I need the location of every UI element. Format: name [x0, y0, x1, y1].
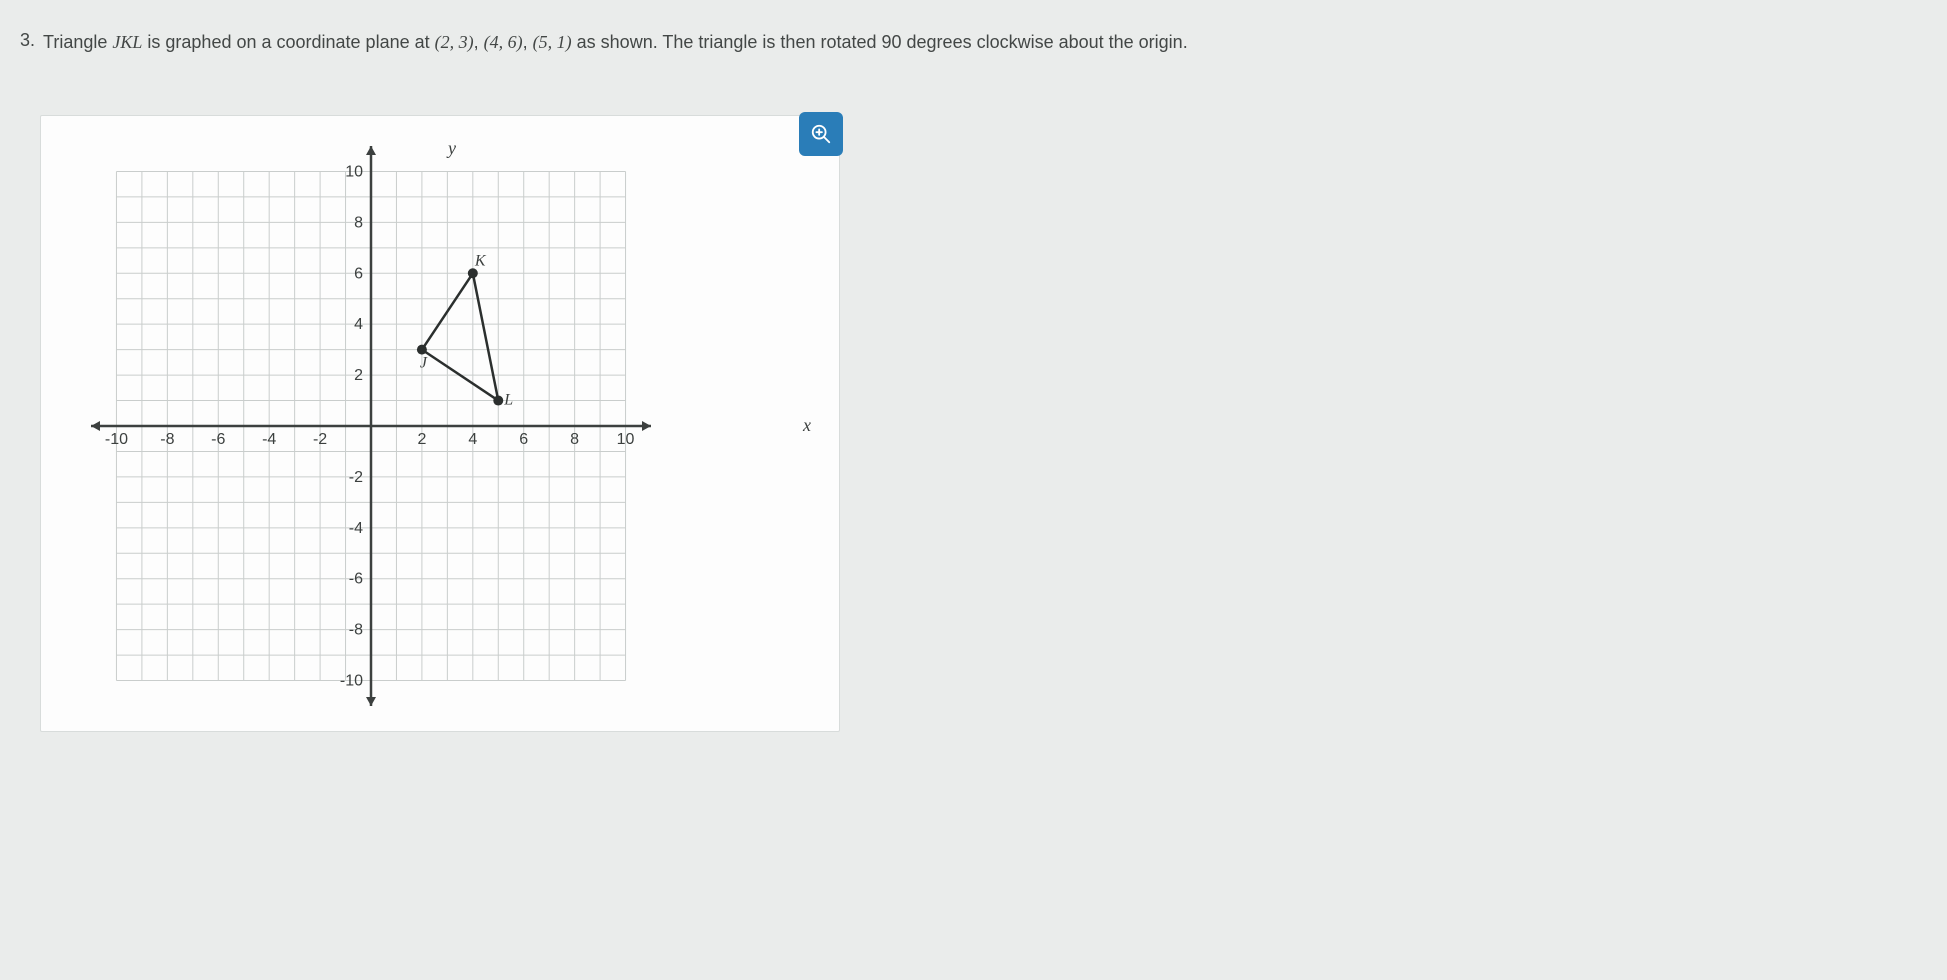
figure-container: y x -10 -8 -6 -4 -2 2 4 6 8 10 -10 -8 -6 -4 -2 2 4 6 8 10 J K…: [40, 115, 840, 732]
y-axis-label: y: [448, 138, 456, 159]
triangle-name: JKL: [112, 32, 142, 52]
svg-text:-8: -8: [160, 431, 174, 448]
question-mid: is graphed on a coordinate plane at: [142, 32, 434, 52]
sep1: ,: [474, 32, 484, 52]
svg-text:K: K: [474, 252, 487, 269]
svg-text:10: 10: [617, 431, 635, 448]
svg-text:-10: -10: [340, 673, 363, 690]
question-block: 3. Triangle JKL is graphed on a coordina…: [20, 30, 1927, 55]
chart-holder: y x -10-8-6-4-2246810-10-8-6-4-2246810JK…: [91, 146, 789, 711]
zoom-in-icon: [810, 123, 832, 145]
svg-text:-4: -4: [262, 431, 276, 448]
x-axis-label: x: [803, 415, 811, 436]
svg-text:6: 6: [519, 431, 528, 448]
svg-text:-6: -6: [349, 571, 363, 588]
coord3: (5, 1): [533, 32, 572, 52]
svg-text:-10: -10: [105, 431, 128, 448]
svg-text:8: 8: [570, 431, 579, 448]
svg-text:-8: -8: [349, 622, 363, 639]
question-number: 3.: [20, 30, 35, 51]
svg-text:2: 2: [354, 367, 363, 384]
coordinate-plane: -10 -8 -6 -4 -2 2 4 6 8 10 -10 -8 -6 -4 -2 2 4 6 8 10 J K L: [91, 146, 651, 706]
svg-text:8: 8: [354, 215, 363, 232]
svg-text:-4: -4: [349, 520, 363, 537]
svg-text:-6: -6: [211, 431, 225, 448]
svg-text:6: 6: [354, 265, 363, 282]
svg-text:J: J: [420, 355, 428, 372]
zoom-button[interactable]: [799, 112, 843, 156]
svg-text:4: 4: [468, 431, 477, 448]
question-post: as shown. The triangle is then rotated 9…: [572, 32, 1188, 52]
svg-text:L: L: [503, 392, 513, 409]
svg-text:2: 2: [417, 431, 426, 448]
sep2: ,: [523, 32, 533, 52]
coord1: (2, 3): [435, 32, 474, 52]
question-text: Triangle JKL is graphed on a coordinate …: [43, 30, 1188, 55]
svg-text:10: 10: [345, 164, 363, 181]
svg-text:-2: -2: [349, 469, 363, 486]
svg-text:4: 4: [354, 316, 363, 333]
question-pre: Triangle: [43, 32, 112, 52]
svg-text:-2: -2: [313, 431, 327, 448]
coord2: (4, 6): [484, 32, 523, 52]
